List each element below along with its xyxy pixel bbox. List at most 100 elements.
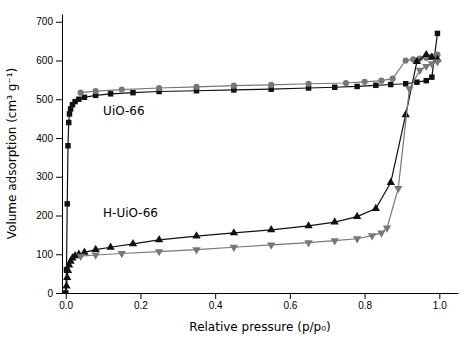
series-points <box>62 50 442 293</box>
series-line <box>81 62 438 257</box>
data-point <box>414 79 419 84</box>
annotation: H-UiO-66 <box>103 206 158 220</box>
y-tick: 100 <box>36 249 62 260</box>
data-point <box>82 95 87 100</box>
data-point <box>156 85 162 91</box>
data-point <box>422 64 430 71</box>
x-tick-mark <box>365 293 366 299</box>
data-point <box>413 57 421 64</box>
data-point <box>435 31 440 36</box>
x-axis: 0.0 0.2 0.4 0.6 0.8 1.0 <box>59 293 458 311</box>
data-point <box>119 86 125 92</box>
data-point <box>405 86 413 93</box>
x-tick-label: 1.0 <box>433 300 447 311</box>
data-point <box>267 243 275 250</box>
data-point <box>231 83 237 89</box>
data-point <box>304 240 312 247</box>
y-tick-mark <box>56 99 62 100</box>
y-tick-mark <box>56 61 62 62</box>
plot: 0.00.20.40.60.81.00100200300400500600700… <box>36 15 458 312</box>
y-tick-mark <box>56 293 62 294</box>
y-axis-title: Volume adsorption (cm³ g⁻¹) <box>5 68 19 239</box>
y-tick-label: 200 <box>36 210 53 221</box>
x-tick-mark <box>66 293 67 299</box>
y-tick-mark <box>56 177 62 178</box>
data-point <box>428 53 436 60</box>
data-point <box>230 245 238 252</box>
x-axis-line <box>63 293 459 294</box>
y-tick-label: 600 <box>36 55 53 66</box>
x-tick-label: 0.4 <box>209 300 223 311</box>
annotation: UiO-66 <box>103 104 145 118</box>
data-point <box>93 88 99 94</box>
data-point <box>304 221 312 228</box>
data-point <box>63 273 71 280</box>
data-point <box>387 178 395 185</box>
data-point <box>378 78 384 84</box>
y-tick: 600 <box>36 55 62 66</box>
series-points <box>78 52 441 96</box>
series-points <box>77 59 442 261</box>
x-tick-label: 0.6 <box>283 300 297 311</box>
y-tick-mark <box>56 138 62 139</box>
chart: 0.00.20.40.60.81.00100200300400500600700… <box>0 0 474 339</box>
data-point <box>372 204 380 211</box>
x-tick-mark <box>140 293 141 299</box>
data-point <box>106 242 114 249</box>
y-tick: 400 <box>36 133 62 144</box>
data-point <box>91 245 99 252</box>
data-point <box>66 120 71 125</box>
data-point <box>403 81 408 86</box>
x-tick-label: 0.0 <box>59 300 73 311</box>
x-tick-mark <box>439 293 440 299</box>
y-tick-mark <box>56 216 62 217</box>
data-point <box>377 231 385 238</box>
data-point <box>343 80 349 86</box>
data-point <box>192 247 200 254</box>
data-point <box>373 83 378 88</box>
data-point <box>354 84 359 89</box>
series-line <box>66 55 438 293</box>
data-point <box>331 238 339 245</box>
data-point <box>65 143 70 148</box>
series-line <box>81 55 438 93</box>
data-point <box>230 228 238 235</box>
x-tick: 0.2 <box>134 293 148 311</box>
data-point <box>429 74 434 79</box>
data-point <box>64 201 69 206</box>
y-axis-line <box>62 15 63 294</box>
data-point <box>416 68 424 75</box>
x-axis-title: Relative pressure (p/p₀) <box>189 320 330 334</box>
data-point <box>62 281 70 288</box>
x-tick: 1.0 <box>433 293 447 311</box>
series-group <box>62 31 442 293</box>
data-point <box>108 91 113 96</box>
data-point <box>78 90 84 96</box>
data-point <box>305 81 311 87</box>
data-point <box>331 217 339 224</box>
data-point <box>77 254 85 261</box>
x-tick: 0.8 <box>358 293 372 311</box>
data-point <box>402 110 410 117</box>
x-tick-mark <box>290 293 291 299</box>
data-point <box>353 212 361 219</box>
y-tick-label: 100 <box>36 249 53 260</box>
data-point <box>192 231 200 238</box>
data-point <box>80 248 88 255</box>
data-point <box>362 79 368 85</box>
x-tick-label: 0.2 <box>134 300 148 311</box>
x-tick: 0.6 <box>283 293 297 311</box>
series-points <box>63 31 440 293</box>
y-tick-mark <box>56 254 62 255</box>
data-point <box>267 225 275 232</box>
y-tick: 300 <box>36 171 62 182</box>
data-point <box>155 249 163 256</box>
data-point <box>129 239 137 246</box>
data-point <box>394 186 402 193</box>
data-point <box>62 288 70 293</box>
data-point <box>268 82 274 88</box>
data-point <box>388 82 393 87</box>
x-tick: 0.4 <box>209 293 223 311</box>
data-point <box>368 233 376 240</box>
y-tick: 700 <box>36 16 62 27</box>
